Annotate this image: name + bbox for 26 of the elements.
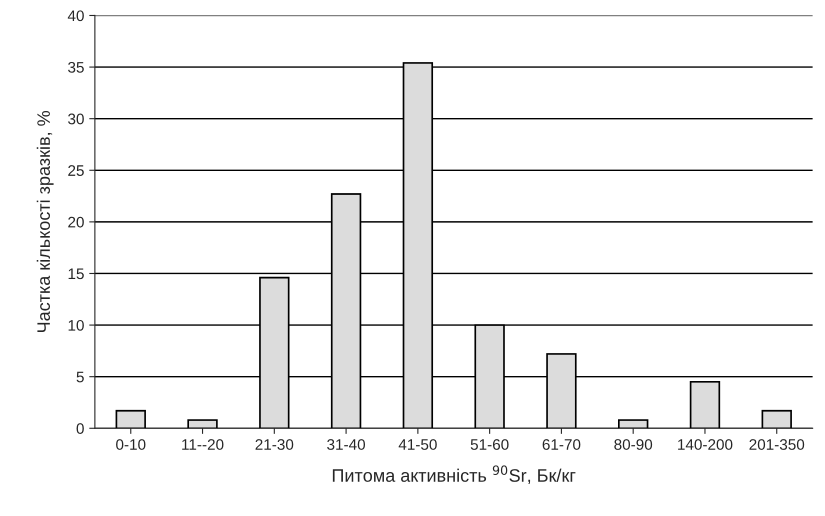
bar — [618, 419, 648, 428]
y-tick-label: 15 — [68, 268, 84, 280]
x-tick-label: 80-90 — [614, 439, 652, 450]
bar — [187, 419, 218, 428]
y-tick-label: 40 — [68, 10, 84, 22]
x-tick-label: 11--20 — [182, 439, 224, 450]
x-tick-label: 31-40 — [327, 439, 366, 450]
y-tick-label: 25 — [68, 165, 84, 176]
x-tick-label: 61-70 — [542, 439, 580, 450]
x-tick-label: 0-10 — [116, 439, 146, 450]
y-axis-title: Частка кількості зразків, % — [36, 110, 54, 332]
x-tick-label: 41-50 — [398, 439, 437, 450]
bar — [762, 410, 792, 428]
x-tick-label: 140-200 — [678, 439, 732, 450]
y-tick-label: 35 — [68, 62, 84, 73]
bar — [116, 410, 146, 428]
y-tick-label: 5 — [76, 372, 84, 382]
y-tick-label: 10 — [68, 320, 84, 331]
x-axis-title: Питома активність $^{90}$Sr, Бк/кг — [332, 465, 576, 484]
y-tick-label: 30 — [68, 114, 84, 124]
y-tick-label: 20 — [68, 216, 84, 228]
x-tick-label: 51-60 — [470, 439, 509, 450]
bar — [690, 381, 720, 428]
y-tick-label: 0 — [76, 423, 84, 434]
x-tick-label: 201-350 — [749, 439, 804, 450]
x-tick-label: 21-30 — [256, 439, 294, 450]
